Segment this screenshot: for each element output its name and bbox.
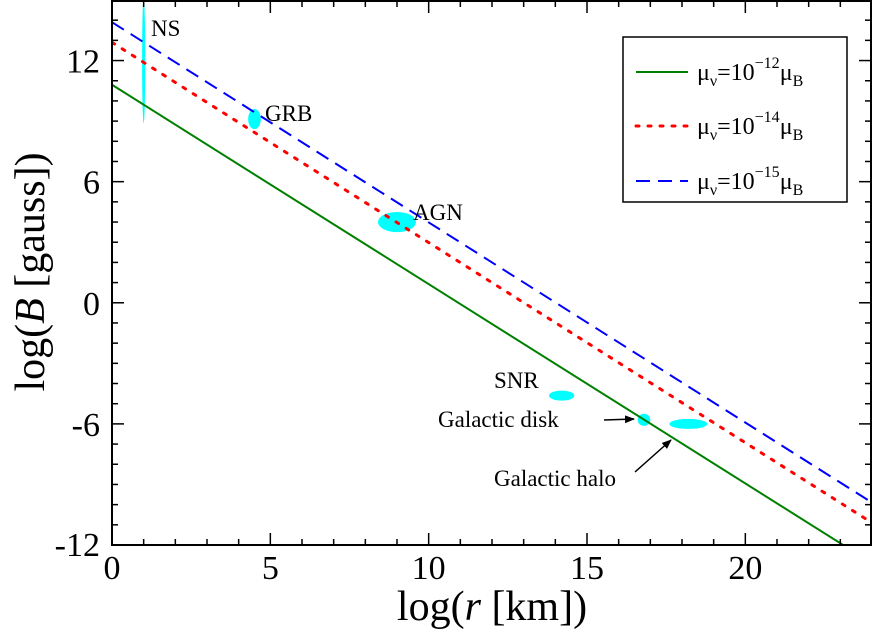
y-axis-title: log(B [gauss]) [8, 152, 54, 391]
legend-eq: =10 [717, 60, 755, 86]
legend-label-0: μν=10−12μB [697, 55, 803, 90]
legend-mu2: μ [780, 169, 793, 195]
y-tick-label: -6 [72, 407, 100, 444]
x-axis-title-pre: log( [397, 584, 465, 630]
y-axis-title-post: [gauss]) [8, 152, 54, 298]
galactic-halo-arrow [634, 439, 672, 473]
legend-label-1: μν=10−14μB [697, 109, 803, 144]
legend-b: B [793, 127, 804, 144]
series-line-0 [112, 83, 846, 545]
y-tick-label: 12 [66, 44, 100, 81]
legend-label-2: μν=10−15μB [697, 164, 803, 199]
legend-eq: =10 [717, 169, 755, 195]
region-label-ns: NS [151, 16, 180, 41]
legend-b: B [793, 73, 804, 90]
y-tick-label: 6 [83, 165, 100, 202]
x-axis-title: log(r [km]) [397, 584, 587, 630]
x-tick-label: 15 [570, 550, 604, 587]
region-label-galactic-disk: Galactic disk [438, 407, 559, 432]
legend-mu2: μ [780, 60, 793, 86]
region-label-agn: AGN [413, 200, 463, 225]
series-line-2 [112, 21, 872, 504]
y-axis-title-var: B [8, 298, 54, 324]
legend-mu: μ [697, 169, 710, 195]
legend-exp: −15 [755, 164, 780, 181]
region-label-snr: SNR [494, 368, 539, 393]
region-galactic-halo [669, 418, 708, 429]
x-axis-title-post: [km]) [481, 584, 587, 630]
legend-nu: ν [710, 182, 717, 199]
legend-nu: ν [710, 127, 717, 144]
region-snr [549, 390, 575, 401]
legend-mu: μ [697, 60, 710, 86]
legend-eq: =10 [717, 114, 755, 140]
legend-box [622, 36, 848, 203]
x-tick-label: 20 [728, 550, 762, 587]
y-axis-title-pre: log( [8, 324, 54, 392]
x-tick-label: 0 [104, 550, 121, 587]
region-label-grb: GRB [265, 101, 312, 126]
legend-nu: ν [710, 73, 717, 90]
legend-b: B [793, 182, 804, 199]
region-label-galactic-halo: Galactic halo [494, 466, 616, 491]
legend-exp: −12 [755, 55, 780, 72]
legend-exp: −14 [755, 109, 780, 126]
x-tick-label: 10 [412, 550, 446, 587]
x-axis-title-var: r [465, 584, 482, 630]
region-grb [248, 109, 261, 130]
y-tick-label: -12 [55, 527, 100, 564]
y-tick-label: 0 [83, 286, 100, 323]
legend-mu: μ [697, 114, 710, 140]
galactic-disk-arrow [603, 415, 635, 424]
legend-mu2: μ [780, 114, 793, 140]
x-tick-label: 5 [262, 550, 279, 587]
